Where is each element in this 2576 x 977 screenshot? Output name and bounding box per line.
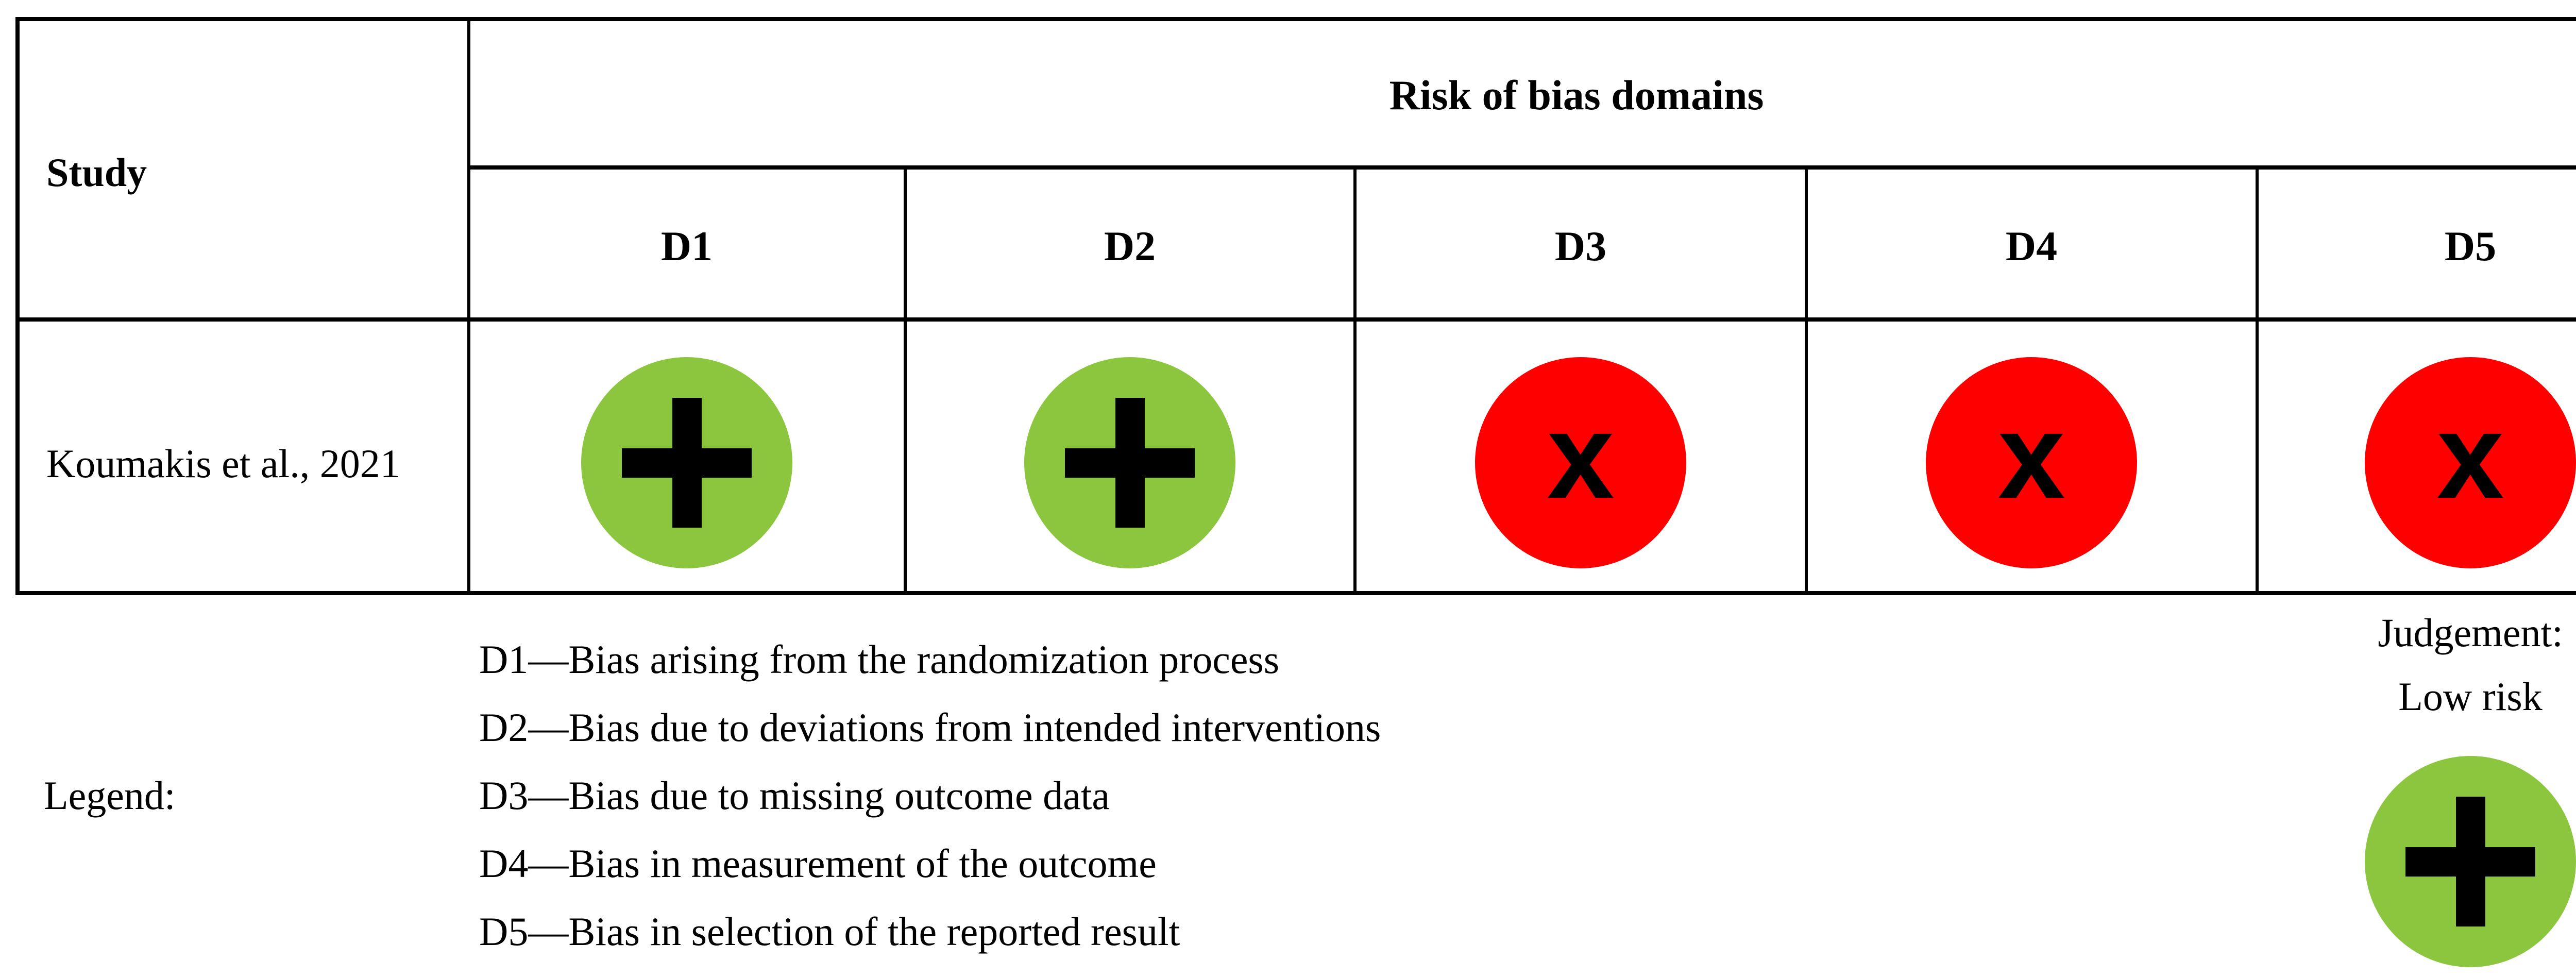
study-column-header: Study xyxy=(46,150,147,195)
judgement-low-title: Judgement: xyxy=(2378,610,2563,655)
legend-item-d5: D5—Bias in selection of the reported res… xyxy=(479,909,1180,954)
legend-item-d1: D1—Bias arising from the randomization p… xyxy=(479,637,1280,682)
divider-header-body xyxy=(15,317,2576,322)
legend-item-d2: D2—Bias due to deviations from intended … xyxy=(479,705,1381,750)
judgement-circle-d1 xyxy=(581,357,792,568)
x-icon: x xyxy=(1997,388,2065,524)
domain-header-d1: D1 xyxy=(660,223,713,269)
x-icon: x xyxy=(1547,388,1615,524)
domain-header-d4: D4 xyxy=(2005,223,2058,269)
divider-d1-d2 xyxy=(904,167,907,595)
plus-icon xyxy=(1115,398,1145,528)
judgement-low-label: Judgement: Low risk xyxy=(2378,601,2563,729)
judgement-low-risk: Low risk xyxy=(2398,674,2543,719)
legend-item-d3: D3—Bias due to missing outcome data xyxy=(479,773,1110,818)
legend-label: Legend: xyxy=(44,773,176,818)
divider-study-domains xyxy=(467,17,470,595)
judgement-circle-d4: x xyxy=(1926,357,2137,568)
domains-header: Risk of bias domains xyxy=(1389,72,1764,119)
divider-d3-d4 xyxy=(1805,167,1808,595)
legend-circle-low-risk xyxy=(2365,756,2576,967)
plus-icon xyxy=(2456,797,2485,927)
judgement-circle-d3: x xyxy=(1475,357,1686,568)
divider-d2-d3 xyxy=(1353,167,1357,595)
x-icon: x xyxy=(2436,388,2504,524)
domain-header-d5: D5 xyxy=(2444,223,2497,269)
domain-header-d3: D3 xyxy=(1554,223,1607,269)
domain-header-d2: D2 xyxy=(1104,223,1156,269)
table-outer-border xyxy=(15,17,2576,595)
judgement-circle-d2 xyxy=(1024,357,1235,568)
judgement-circle-d5: x xyxy=(2365,357,2576,568)
plus-icon xyxy=(672,398,702,528)
divider-d4-d5 xyxy=(2256,167,2259,595)
legend-item-d4: D4—Bias in measurement of the outcome xyxy=(479,841,1157,886)
study-name: Koumakis et al., 2021 xyxy=(46,441,400,486)
divider-domains-subheader xyxy=(469,165,2576,170)
